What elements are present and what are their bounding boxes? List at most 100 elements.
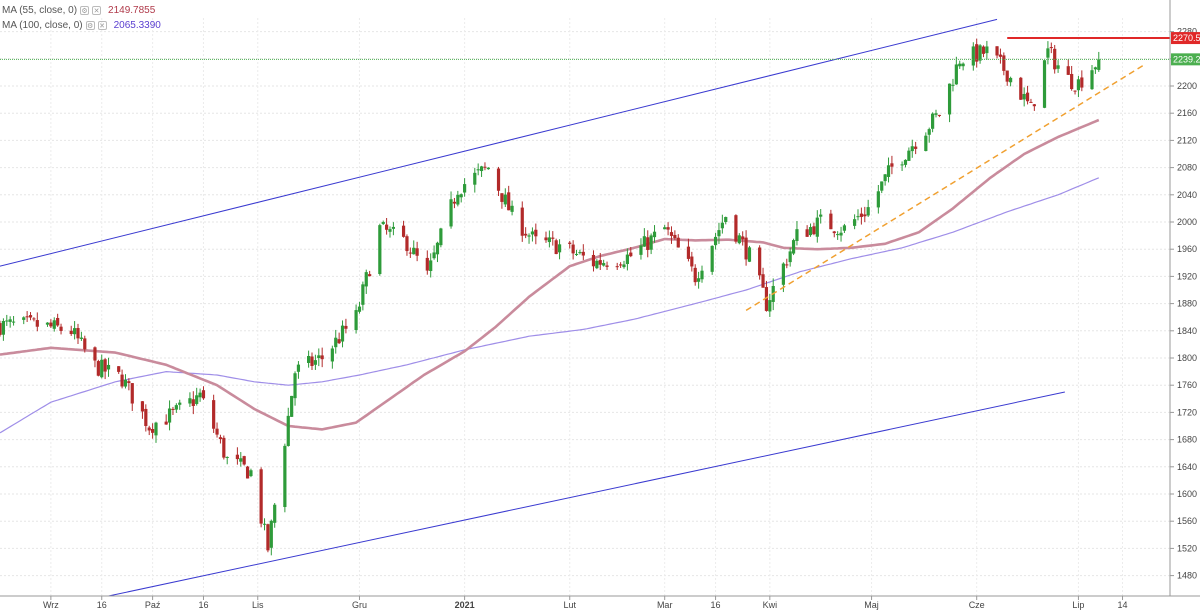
candle-body [557,244,562,253]
candle-body [1025,92,1030,102]
candle-body [127,381,131,384]
legend-ma55-value: 2149.7855 [108,5,156,16]
candle-body [191,399,195,406]
candle-body [354,310,358,331]
candle-body [344,325,348,329]
candle-body [856,216,860,218]
candle-body [805,229,809,237]
candle-body [652,231,657,238]
candle-body [686,246,691,259]
close-icon[interactable]: ✕ [92,6,102,15]
candle-body [625,254,629,265]
candle-body [527,235,531,237]
candle-body [35,320,39,327]
x-axis: Wrz 16 Paź 16 Lis Gru 2021 Lut Mar 16 Kwi Maj Cze Lip… [0,595,1200,610]
candle-body [836,234,840,236]
candle-body [1005,70,1009,82]
candle-body [574,253,579,255]
candle-body [320,355,324,360]
settings-icon[interactable]: ⚙ [85,21,95,30]
candle-body [388,229,392,232]
candle-body [32,318,36,320]
candle-body [415,248,419,256]
y-tick-label: 1560 [1177,516,1197,526]
candle-body [151,428,155,433]
candle-body [496,168,501,191]
candle-body [486,167,490,170]
candle-body [581,251,585,256]
legend-ma55: MA (55, close, 0) ⚙ ✕ 2149.7855 [2,3,161,18]
candle-body [130,383,134,404]
candle-body [934,113,938,115]
candle-body [978,45,982,61]
channel-upper-line [0,18,998,267]
x-tick-label: Wrz [43,600,59,610]
y-tick-label: 1760 [1177,380,1197,390]
candle-body [839,232,843,236]
legend-ma100: MA (100, close, 0) ⚙ ✕ 2065.3390 [2,18,161,33]
candle-body [812,226,816,235]
candle-body [663,227,667,230]
candle-body [747,247,752,262]
candle-body [619,264,623,266]
candle-body [401,225,406,237]
candle-body [283,445,287,508]
candle-body [120,374,124,387]
candle-body [405,236,409,252]
candle-body [473,172,477,185]
candle-body [758,247,762,276]
candle-body [167,408,172,423]
support-trendline [745,64,1144,312]
candle-body [924,135,928,152]
candle-body [483,166,487,168]
y-tick-label: 2160 [1177,108,1197,118]
candle-body [307,355,311,363]
candle-body [425,257,429,271]
ma55-line [0,118,1100,431]
y-tick-label: 1600 [1177,489,1197,499]
close-icon[interactable]: ✕ [97,21,107,30]
candle-body [28,315,33,318]
candle-body [0,323,2,335]
y-tick-label: 1720 [1177,407,1197,417]
ma100-line [0,177,1100,434]
candles [0,38,1101,556]
candle-body [245,466,250,479]
candle-body [296,364,301,372]
x-tick-label: 2021 [455,600,475,610]
y-tick-label: 1840 [1177,326,1197,336]
candle-body [79,337,83,339]
candle-body [456,194,460,205]
candle-body [218,437,223,440]
y-tick-label: 1640 [1177,462,1197,472]
candle-body [290,395,294,417]
candle-body [73,328,77,335]
candle-body [266,524,270,551]
candle-body [52,320,56,329]
candle-body [595,260,599,269]
settings-icon[interactable]: ⚙ [80,6,90,15]
candle-body [11,321,16,323]
candle-body [524,233,528,236]
candle-body [622,264,626,268]
candle-body [883,174,887,182]
candle-body [1046,48,1050,58]
candle-body [842,225,847,231]
candle-body [981,46,986,54]
candle-body [791,240,796,254]
y-tick-label: 1880 [1177,299,1197,309]
candle-body [239,458,243,462]
candle-body [819,214,823,217]
candle-body [45,322,50,325]
candle-body [242,456,246,465]
candle-body [602,263,606,266]
candle-body [507,192,511,211]
candle-body [1032,104,1036,107]
y-tick-label: 1960 [1177,244,1197,254]
candle-body [907,150,911,161]
candle-body [741,236,745,240]
candle-body [629,252,633,257]
y-tick-label: 2040 [1177,190,1197,200]
candle-body [69,330,73,334]
